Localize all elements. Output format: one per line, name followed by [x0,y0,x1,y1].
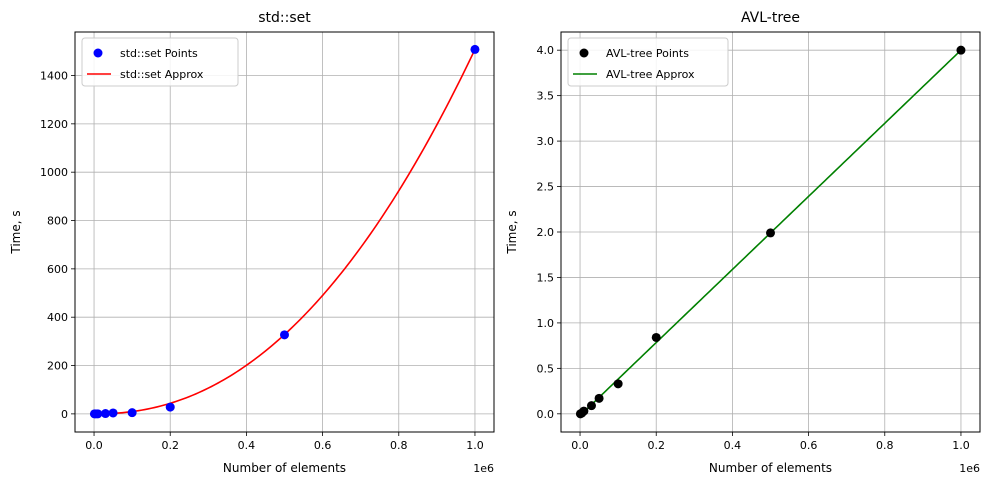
y-tick-label: 800 [47,215,68,228]
x-tick-label: 0.2 [161,439,179,452]
avl-data-point [594,393,604,403]
legend-points-marker [93,48,103,58]
y-tick-label: 1400 [40,70,68,83]
x-tick-label: 0.8 [390,439,408,452]
set-axes-frame [74,31,495,433]
x-offset-label: 1e6 [959,462,980,475]
x-tick-label: 0.4 [238,439,256,452]
legend-points-marker [579,48,589,58]
y-tick-label: 4.0 [537,44,555,57]
x-tick-label: 1.0 [952,439,970,452]
legend-points-label: AVL-tree Points [606,47,689,60]
avl-data-point [613,379,623,389]
legend-approx-label: std::set Approx [120,68,204,81]
avl-grid [561,32,980,432]
x-tick-label: 0.0 [85,439,103,452]
y-tick-label: 200 [47,360,68,373]
avl-data-point [586,401,596,411]
y-tick-label: 1200 [40,118,68,131]
legend-approx-label: AVL-tree Approx [606,68,695,81]
y-tick-label: 0.5 [537,362,555,375]
legend-box [567,37,729,87]
x-tick-label: 0.6 [314,439,332,452]
y-tick-label: 2.5 [537,181,555,194]
y-axis-label: Time, s [505,210,519,254]
set-data-point [100,409,110,419]
avl-data-point [956,45,966,55]
set-chart-title: std::set [258,10,311,26]
y-axis-label: Time, s [9,210,23,254]
y-tick-label: 0 [61,408,68,421]
y-tick-label: 600 [47,263,68,276]
y-tick-label: 2.0 [537,226,555,239]
avl-legend: AVL-tree Points AVL-tree Approx [567,37,729,87]
x-tick-label: 0.4 [724,439,742,452]
set-data-point [127,408,137,418]
x-tick-label: 1.0 [466,439,484,452]
set-grid [75,32,494,432]
avl-data-point [766,228,775,238]
x-axis-label: Number of elements [709,461,832,475]
set-data-point [280,330,289,340]
legend-box [81,37,239,87]
avl-tree-chart: 0.0 0.2 0.4 0.6 0.8 1.0 0.0 0.5 1.0 1.5 2.0 2.5 3.0 3… [505,10,981,475]
std-set-chart: 0.0 0.2 0.4 0.6 0.8 1.0 0 200 400 600 800 1000 1200 1… [9,10,495,475]
legend-points-label: std::set Points [120,47,198,60]
avl-chart-title: AVL-tree [741,10,800,26]
set-data-point [108,408,118,418]
x-offset-label: 1e6 [473,462,494,475]
x-tick-label: 0.8 [876,439,894,452]
avl-data-point [579,406,589,416]
set-approx-line [94,49,476,415]
x-axis-label: Number of elements [223,461,346,475]
y-tick-label: 3.5 [537,90,555,103]
set-data-point [93,409,103,419]
x-tick-label: 0.6 [800,439,818,452]
y-tick-label: 1000 [40,166,68,179]
y-tick-label: 1.0 [537,317,555,330]
y-tick-label: 1.5 [537,271,555,284]
y-tick-label: 3.0 [537,135,555,148]
y-tick-label: 0.0 [537,408,555,421]
x-tick-label: 0.0 [571,439,589,452]
x-tick-label: 0.2 [647,439,665,452]
set-data-point [165,402,175,412]
avl-data-point [651,332,661,342]
y-tick-label: 400 [47,311,68,324]
set-data-point [470,44,480,54]
